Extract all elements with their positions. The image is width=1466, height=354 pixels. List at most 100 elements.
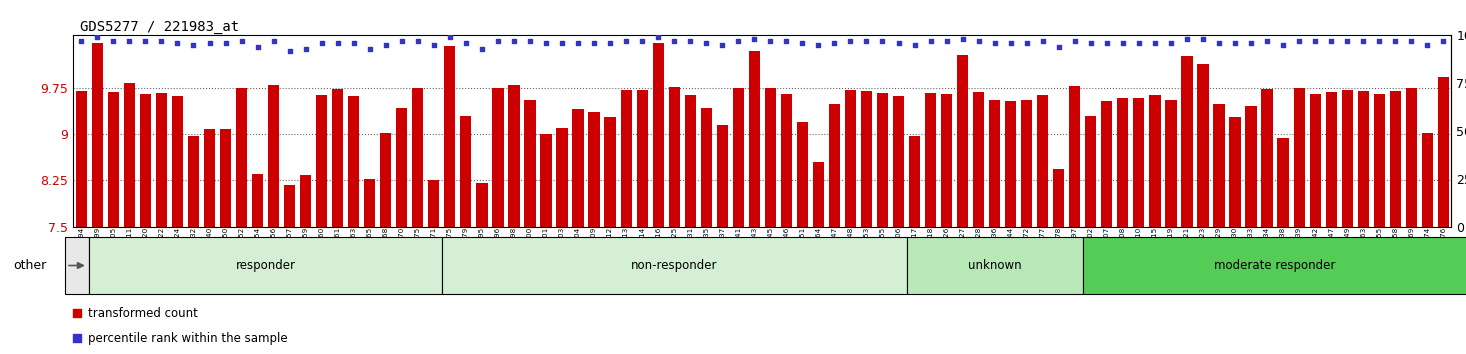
- Bar: [396, 108, 408, 227]
- Bar: [1230, 118, 1240, 227]
- Bar: [92, 44, 103, 227]
- Point: [230, 38, 254, 44]
- Point: [454, 40, 478, 46]
- Point: [101, 38, 125, 44]
- Bar: [1309, 94, 1321, 227]
- Bar: [1325, 92, 1337, 227]
- Point: [630, 38, 654, 44]
- Text: other: other: [13, 259, 45, 272]
- Point: [117, 38, 141, 44]
- Bar: [1149, 95, 1161, 227]
- Point: [1047, 44, 1070, 50]
- Bar: [781, 94, 792, 227]
- Bar: [1422, 133, 1432, 227]
- Bar: [1358, 91, 1369, 227]
- Bar: [444, 46, 456, 227]
- Bar: [301, 175, 311, 227]
- Bar: [990, 100, 1000, 227]
- Point: [1400, 38, 1423, 44]
- Bar: [108, 92, 119, 227]
- Bar: [155, 93, 167, 227]
- Point: [422, 42, 446, 48]
- Bar: [493, 88, 503, 227]
- Point: [1384, 38, 1407, 44]
- Bar: [1101, 101, 1113, 227]
- Text: responder: responder: [236, 259, 296, 272]
- Point: [85, 34, 108, 40]
- Point: [566, 40, 589, 46]
- Bar: [509, 85, 519, 227]
- Text: moderate responder: moderate responder: [1214, 259, 1336, 272]
- Point: [279, 48, 302, 53]
- Point: [1255, 38, 1278, 44]
- Point: [582, 40, 605, 46]
- Bar: [284, 185, 295, 227]
- Point: [1176, 36, 1199, 42]
- Point: [374, 42, 397, 48]
- Point: [534, 40, 557, 46]
- Bar: [844, 90, 856, 227]
- Point: [1014, 40, 1038, 46]
- Point: [774, 38, 798, 44]
- Point: [519, 38, 542, 44]
- Bar: [668, 87, 680, 227]
- Point: [503, 38, 526, 44]
- Bar: [268, 85, 279, 227]
- Point: [438, 34, 462, 40]
- Bar: [909, 136, 921, 227]
- Bar: [1117, 98, 1129, 227]
- Point: [663, 38, 686, 44]
- Bar: [861, 91, 872, 227]
- Point: [133, 38, 157, 44]
- Bar: [749, 51, 759, 227]
- Point: [1095, 40, 1119, 46]
- Bar: [1390, 91, 1401, 227]
- Point: [293, 46, 317, 52]
- Bar: [604, 118, 616, 227]
- Point: [150, 38, 173, 44]
- Point: [919, 38, 943, 44]
- Point: [1143, 40, 1167, 46]
- Bar: [252, 174, 264, 227]
- Bar: [1406, 88, 1418, 227]
- Point: [358, 46, 381, 52]
- Bar: [957, 55, 968, 227]
- Bar: [1341, 90, 1353, 227]
- Bar: [798, 122, 808, 227]
- Bar: [1006, 101, 1016, 227]
- Point: [982, 40, 1006, 46]
- Bar: [123, 84, 135, 227]
- Bar: [1261, 89, 1272, 227]
- Bar: [347, 96, 359, 227]
- Bar: [1022, 100, 1032, 227]
- Point: [598, 40, 622, 46]
- Bar: [139, 94, 151, 227]
- Point: [935, 38, 959, 44]
- Bar: [460, 115, 472, 227]
- Point: [1319, 38, 1343, 44]
- Point: [342, 40, 365, 46]
- Point: [487, 38, 510, 44]
- Point: [1223, 40, 1246, 46]
- Bar: [1214, 104, 1224, 227]
- Point: [1239, 40, 1262, 46]
- Text: percentile rank within the sample: percentile rank within the sample: [88, 332, 287, 344]
- Bar: [1182, 56, 1192, 227]
- Bar: [333, 89, 343, 227]
- Bar: [733, 88, 743, 227]
- Point: [1127, 40, 1151, 46]
- Point: [1432, 38, 1456, 44]
- Bar: [893, 96, 905, 227]
- Bar: [620, 90, 632, 227]
- Point: [1336, 38, 1359, 44]
- Bar: [1133, 98, 1145, 227]
- Point: [166, 40, 189, 46]
- Point: [806, 42, 830, 48]
- Point: [614, 38, 638, 44]
- Bar: [1438, 77, 1448, 227]
- Point: [822, 40, 846, 46]
- Point: [471, 46, 494, 52]
- Bar: [1083, 237, 1466, 294]
- Bar: [685, 95, 696, 227]
- Point: [743, 36, 767, 42]
